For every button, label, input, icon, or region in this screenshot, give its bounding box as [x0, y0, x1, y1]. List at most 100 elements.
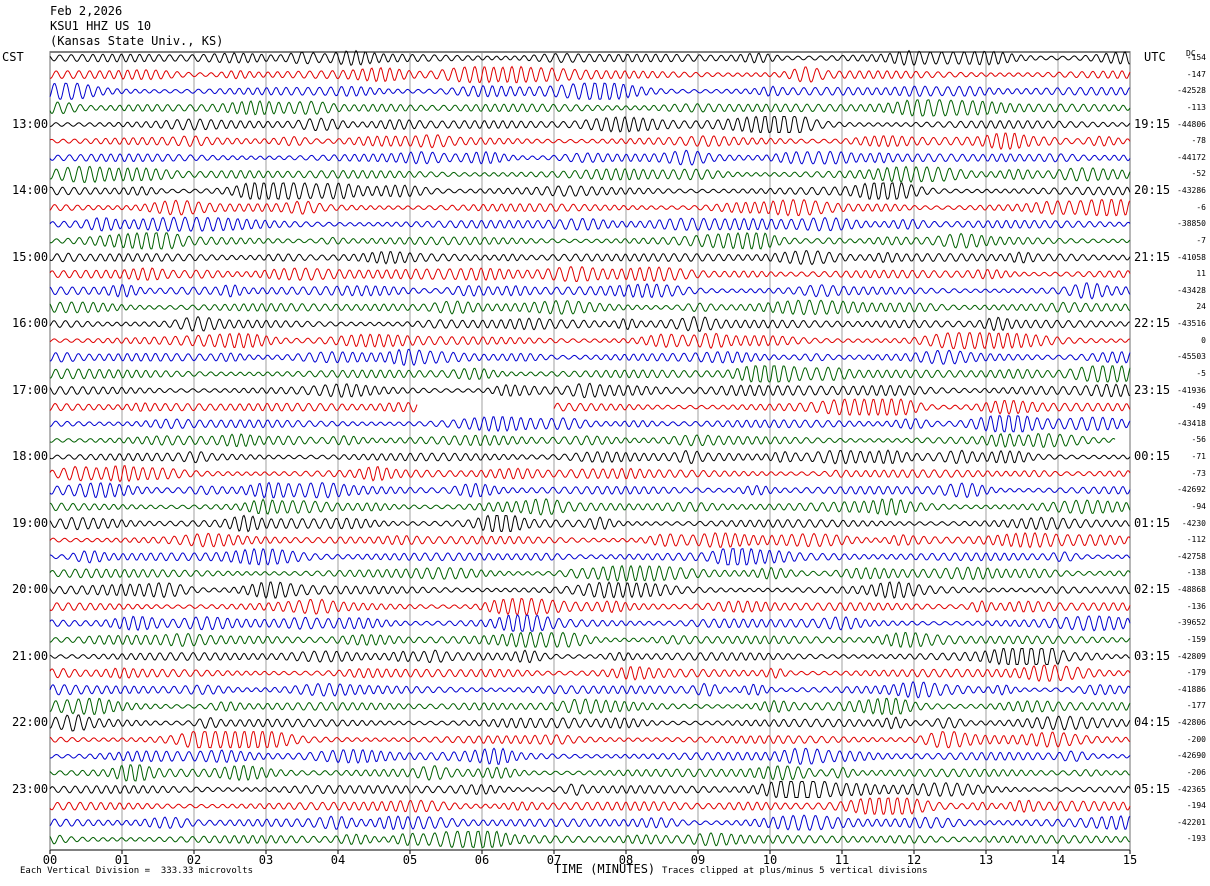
- dc-offset-value: -45503: [1177, 352, 1206, 362]
- dc-offset-value: -52: [1191, 169, 1206, 179]
- dc-offset-value: -43516: [1177, 319, 1206, 328]
- dc-offset-value: -200: [1186, 734, 1206, 744]
- seismic-trace: [49, 99, 1131, 117]
- dc-offset-value: -41936: [1177, 385, 1206, 395]
- dc-offset-value: -42758: [1177, 551, 1206, 561]
- right-hour-label: 22:15: [1134, 316, 1171, 330]
- x-tick-label: 14: [1051, 853, 1065, 867]
- seismic-trace: [49, 631, 1131, 648]
- dc-offset-value: -138: [1186, 568, 1206, 578]
- seismic-trace: [49, 598, 1131, 616]
- dc-offset-value: -154: [1186, 53, 1206, 62]
- seismic-trace: [49, 547, 1131, 566]
- seismic-trace: [49, 82, 1131, 101]
- seismic-trace: [49, 481, 1131, 499]
- dc-offset-value: -41886: [1177, 684, 1206, 694]
- station-label: KSU1 HHZ US 10: [50, 19, 152, 33]
- seismic-trace: [49, 664, 1131, 682]
- seismic-trace: [49, 216, 1131, 232]
- x-tick-label: 02: [187, 853, 201, 867]
- seismic-trace: [49, 764, 1131, 782]
- seismic-trace: [49, 564, 1131, 582]
- dc-offset-value: 0: [1201, 335, 1206, 345]
- x-tick-label: 07: [547, 853, 561, 867]
- x-tick-label: 10: [763, 853, 777, 867]
- dc-offset-value: -48868: [1177, 585, 1206, 594]
- seismic-trace: [49, 680, 1131, 699]
- dc-offset-value: -44806: [1177, 119, 1206, 129]
- dc-offset-value: -177: [1186, 701, 1206, 711]
- seismic-trace: [49, 364, 1131, 383]
- x-tick-label: 15: [1123, 853, 1137, 867]
- x-axis-label: TIME (MINUTES): [554, 862, 656, 876]
- dc-offset-value: -194: [1186, 801, 1206, 811]
- x-tick-label: 01: [115, 853, 129, 867]
- dc-offset-value: -42806: [1177, 718, 1206, 727]
- right-hour-label: 01:15: [1134, 515, 1171, 530]
- dc-offset-value: -43428: [1177, 285, 1206, 295]
- seismic-trace: [49, 648, 1131, 666]
- seismic-trace: [49, 830, 1131, 849]
- dc-label: DC: [1186, 49, 1196, 58]
- dc-offset-value: -42809: [1177, 651, 1206, 661]
- dc-offset-value: -42365: [1177, 784, 1206, 794]
- seismic-trace: [49, 402, 418, 413]
- dc-offset-value: -5: [1196, 368, 1206, 378]
- seismic-trace: [49, 415, 1131, 433]
- dc-offset-value: -113: [1186, 102, 1206, 112]
- seismic-trace: [49, 231, 1131, 250]
- dc-offset-value: 11: [1196, 269, 1206, 279]
- seismic-trace: [49, 714, 1131, 732]
- left-hour-label: 23:00: [12, 781, 49, 796]
- dc-offset-value: -136: [1186, 601, 1206, 611]
- x-tick-label: 11: [835, 853, 849, 867]
- dc-offset-value: -7: [1196, 235, 1206, 245]
- left-hour-label: 14:00: [12, 183, 49, 197]
- right-hour-label: 20:15: [1134, 183, 1171, 197]
- location-label: (Kansas State Univ., KS): [50, 34, 224, 48]
- seismic-trace: [49, 315, 1130, 332]
- seismic-trace: [49, 382, 1131, 399]
- seismic-trace: [49, 498, 1131, 516]
- dc-offset-value: -159: [1186, 634, 1206, 644]
- x-tick-label: 03: [259, 853, 273, 867]
- left-hour-label: 22:00: [12, 715, 49, 729]
- seismic-trace: [49, 265, 1131, 283]
- scale-note: Each Vertical Division = 333.33 microvol…: [20, 866, 253, 876]
- right-hour-label: 23:15: [1134, 382, 1171, 397]
- right-hour-label: 02:15: [1134, 582, 1171, 596]
- seismic-trace: [49, 49, 1131, 67]
- right-hour-label: 03:15: [1134, 648, 1171, 663]
- seismic-trace: [49, 449, 1131, 465]
- seismic-trace: [49, 814, 1131, 831]
- dc-offset-value: 24: [1196, 302, 1206, 312]
- dc-offset-value: -71: [1191, 452, 1206, 461]
- dc-offset-value: -112: [1186, 535, 1206, 545]
- left-hour-label: 19:00: [12, 515, 49, 530]
- right-hour-label: 04:15: [1134, 715, 1171, 729]
- dc-offset-value: -94: [1191, 501, 1206, 511]
- trace-layer: [49, 49, 1131, 849]
- seismic-trace: [49, 581, 1131, 599]
- right-hour-label: 00:15: [1134, 449, 1171, 463]
- seismic-trace: [49, 149, 1131, 166]
- seismic-trace: [49, 697, 1131, 716]
- dc-offset-value: -73: [1191, 468, 1206, 478]
- right-hour-label: 21:15: [1134, 249, 1171, 264]
- seismic-trace: [50, 115, 1131, 133]
- seismic-trace: [553, 398, 1131, 417]
- seismic-trace: [49, 182, 1131, 200]
- left-hour-label: 15:00: [12, 249, 49, 264]
- dc-offset-value: -6: [1196, 202, 1206, 212]
- dc-offset-value: -43286: [1177, 186, 1206, 195]
- seismic-trace: [49, 747, 1131, 765]
- x-tick-label: 09: [691, 853, 705, 867]
- left-hour-label: 17:00: [12, 382, 49, 397]
- x-tick-label: 05: [403, 853, 417, 867]
- left-timezone-label: CST: [2, 50, 24, 64]
- dc-offset-value: -179: [1186, 668, 1206, 678]
- x-tick-label: 12: [907, 853, 921, 867]
- seismic-trace: [49, 132, 1131, 151]
- dc-offset-value: -42690: [1177, 751, 1206, 761]
- seismic-trace: [49, 531, 1131, 549]
